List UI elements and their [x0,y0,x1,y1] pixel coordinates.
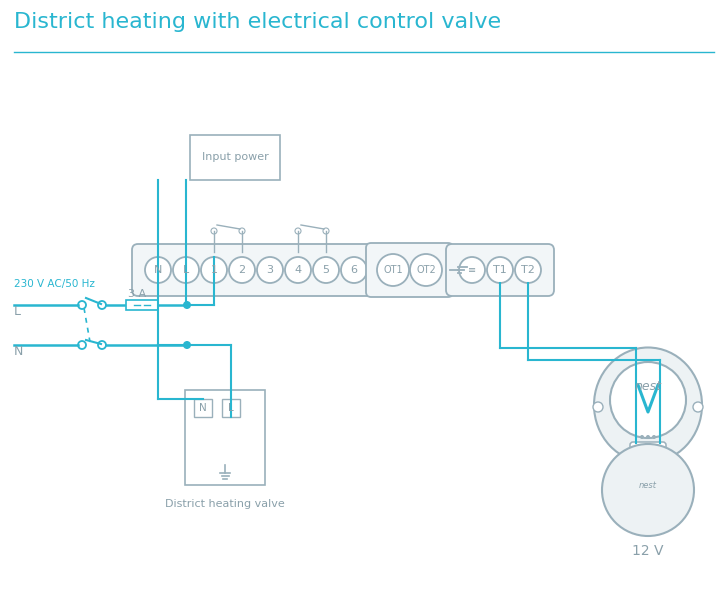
Text: nest: nest [639,482,657,491]
Bar [126,300,158,310]
Text: N: N [14,345,23,358]
Text: 5: 5 [323,265,330,275]
Circle shape [78,301,86,309]
Text: N: N [199,403,207,413]
Text: 4: 4 [294,265,301,275]
Circle shape [183,301,191,309]
Text: T2: T2 [521,265,535,275]
Circle shape [98,301,106,309]
Circle shape [145,257,171,283]
FancyBboxPatch shape [185,390,265,485]
Circle shape [602,444,694,536]
Circle shape [646,435,650,439]
FancyBboxPatch shape [190,135,280,180]
Circle shape [487,257,513,283]
Circle shape [295,228,301,234]
Circle shape [515,257,541,283]
Circle shape [229,257,255,283]
Text: L: L [183,265,189,275]
Circle shape [459,257,485,283]
FancyBboxPatch shape [366,243,453,297]
Text: N: N [154,265,162,275]
Text: L: L [228,403,234,413]
Text: District heating with electrical control valve: District heating with electrical control… [14,12,501,32]
Circle shape [257,257,283,283]
Circle shape [183,341,191,349]
Circle shape [211,228,217,234]
Text: Input power: Input power [202,153,269,163]
Bar [194,399,212,417]
Circle shape [323,228,329,234]
Text: District heating valve: District heating valve [165,499,285,509]
Ellipse shape [594,347,702,463]
Circle shape [285,257,311,283]
Circle shape [98,341,106,349]
Bar [222,399,240,417]
FancyBboxPatch shape [446,244,554,296]
Text: 230 V AC/50 Hz: 230 V AC/50 Hz [14,279,95,289]
FancyBboxPatch shape [630,442,666,460]
Text: T1: T1 [493,265,507,275]
Text: nest: nest [635,381,662,393]
Circle shape [640,435,644,439]
Text: L: L [14,305,21,318]
Circle shape [377,254,409,286]
Circle shape [652,435,656,439]
Circle shape [239,228,245,234]
Circle shape [201,257,227,283]
Circle shape [593,402,603,412]
Circle shape [173,257,199,283]
Circle shape [313,257,339,283]
Text: OT2: OT2 [416,265,436,275]
Text: 3: 3 [266,265,274,275]
Circle shape [78,341,86,349]
Text: 6: 6 [350,265,357,275]
Circle shape [693,402,703,412]
Circle shape [610,362,686,438]
Text: 1: 1 [210,265,218,275]
Text: OT1: OT1 [383,265,403,275]
Circle shape [341,257,367,283]
Text: ≡: ≡ [468,265,476,275]
Circle shape [410,254,442,286]
Text: 2: 2 [239,265,245,275]
Text: 12 V: 12 V [632,544,664,558]
FancyBboxPatch shape [132,244,380,296]
Text: 3 A: 3 A [128,289,146,299]
